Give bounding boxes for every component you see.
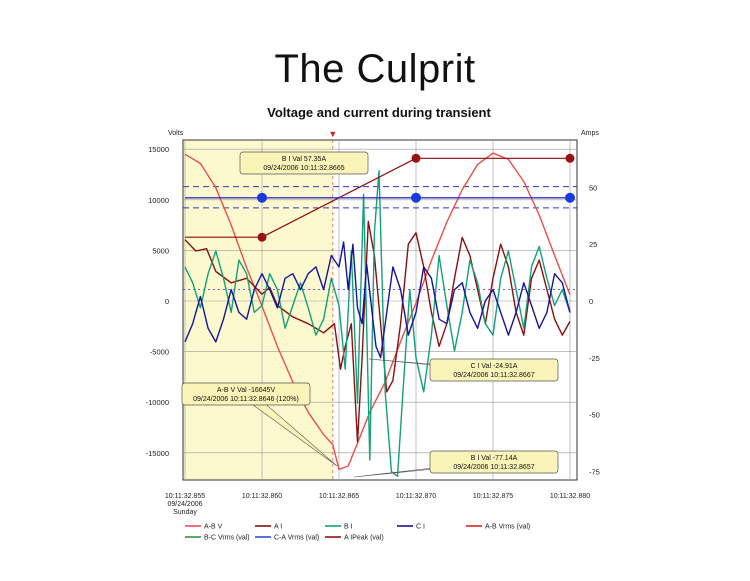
callout-box [181,382,311,406]
legend-label: B-C Vrms (val) [204,535,250,542]
value-marker [257,232,267,242]
legend-item: C I [397,524,425,531]
series-line-c-i [184,241,571,359]
value-marker [411,153,421,163]
y-tick-label-left: 15000 [148,145,169,154]
y-axis-label-left: Volts [168,130,184,137]
x-tick-label: 10:11:32.875 [473,493,513,500]
legend-item: A-B Vrms (val) [466,524,530,531]
value-marker [257,192,267,203]
chart-title: Voltage and current during transient [267,105,491,120]
callout-box [239,151,369,175]
legend-item: B I [325,524,353,531]
callout-text: 09/24/2006 10:11:32.8665 [263,165,344,172]
callout-text: 09/24/2006 10:11:32.8657 [453,464,534,471]
x-tick-label: 10:11:32.865 [319,493,359,500]
legend-label: B I [344,524,353,531]
legend-label: C I [416,524,425,531]
x-tick-label: 09/24/2006 [167,501,202,508]
x-tick-label: Sunday [173,509,197,516]
x-tick-label: 10:11:32.880 [550,493,590,500]
cursor-marker: ▼ [328,129,337,139]
legend-item: B-C Vrms (val) [185,535,250,542]
value-marker [411,192,421,203]
callout-box [429,358,559,382]
y-tick-label-right: -50 [589,411,600,420]
y-tick-label-right: 25 [589,240,597,249]
value-marker [565,192,575,203]
callout-text: 09/24/2006 10:11:32.8646 (120%) [193,396,299,403]
legend-item: A-B V [185,524,223,531]
legend-label: A-B V [204,524,223,531]
y-tick-label-right: -75 [589,467,600,476]
callout-text: A-B V Val -16645V [217,387,276,394]
value-marker [565,153,575,163]
y-axis-label-right: Amps [581,130,599,137]
legend-label: A I [274,524,282,531]
callout-box [429,450,559,474]
y-tick-label-left: 10000 [148,196,169,205]
callout: B I Val 57.35A 09/24/2006 10:11:32.8665 [239,151,369,175]
callout: B I Val -77.14A 09/24/2006 10:11:32.8657 [353,450,559,478]
callout: A-B V Val -16645V 09/24/2006 10:11:32.864… [181,382,338,467]
y-tick-label-left: 5000 [152,246,169,255]
callout-text: C I Val -24.91A [471,363,518,370]
y-tick-label-left: 0 [165,297,169,306]
y-tick-label-left: -5000 [150,348,169,357]
x-tick-label: 10:11:32.870 [396,493,436,500]
shaded-region [183,140,334,480]
callout: C I Val -24.91A 09/24/2006 10:11:32.8667 [368,358,559,382]
x-tick-label: 10:11:32.860 [242,493,282,500]
legend-item: A I [255,524,282,531]
legend-label: A-B Vrms (val) [485,524,530,531]
y-tick-label-right: 50 [589,183,597,192]
y-tick-label-left: -15000 [146,449,169,458]
y-tick-label-left: -10000 [146,398,169,407]
legend-item: C-A Vrms (val) [255,535,319,542]
callout-text: 09/24/2006 10:11:32.8667 [453,372,534,379]
legend-item: A IPeak (val) [325,535,384,542]
legend-label: A IPeak (val) [344,535,384,542]
callout-text: B I Val 57.35A [282,156,327,163]
x-tick-label: 10:11:32.855 [165,493,205,500]
y-tick-label-right: 0 [589,297,593,306]
callout-text: B I Val -77.14A [471,455,518,462]
legend-label: C-A Vrms (val) [274,535,319,542]
series-line-b-i [184,169,571,477]
slide-title: The Culprit [274,47,476,91]
series-line-a-i [184,220,571,443]
y-tick-label-right: -25 [589,354,600,363]
